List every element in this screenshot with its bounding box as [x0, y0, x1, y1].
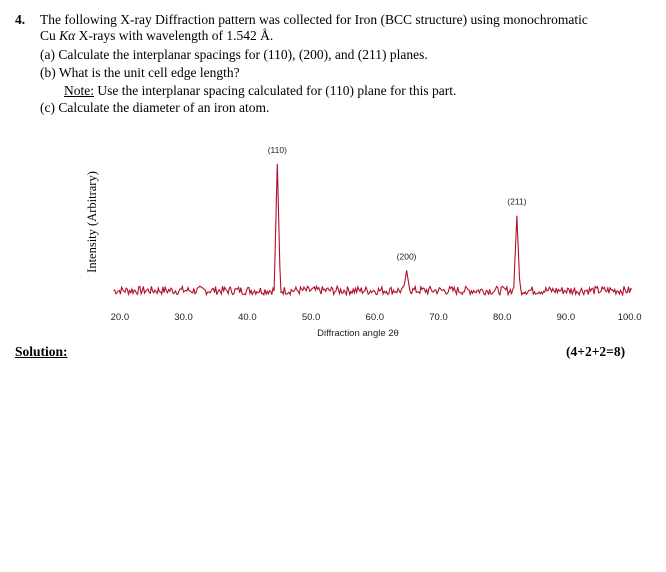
x-tick-labels: 20.0 30.0 40.0 50.0 60.0 70.0 80.0 90.0 100.0: [111, 312, 642, 323]
peak-label: (200): [397, 251, 417, 261]
peak-label: (211): [507, 197, 526, 207]
x-axis-label: Diffraction angle 2θ: [317, 328, 399, 339]
x-tick-label: 40.0: [238, 312, 257, 323]
peak-labels: (110) (200) (211): [268, 145, 527, 261]
k-alpha: Kα: [59, 28, 76, 43]
x-tick-label: 30.0: [174, 312, 193, 323]
x-tick-label: 80.0: [493, 312, 512, 323]
note-text: Use the interplanar spacing calculated f…: [94, 83, 457, 98]
part-b: (b) What is the unit cell edge length?: [40, 65, 240, 80]
xrd-chart: Intensity (Arbitrary) 20.0 30.0 40.0 50.0 60…: [85, 145, 642, 339]
x-tick-label: 20.0: [111, 312, 130, 323]
question-line-1: The following X-ray Diffraction pattern …: [40, 12, 588, 27]
part-c: (c) Calculate the diameter of an iron at…: [40, 100, 270, 115]
diffraction-series-line: [113, 163, 633, 297]
x-tick-label: 50.0: [302, 312, 321, 323]
part-a: (a) Calculate the interplanar spacings f…: [40, 47, 428, 62]
question-line-2: Cu Kα X-rays with wavelength of 1.542 Å.: [40, 27, 273, 44]
note-label: Note:: [64, 83, 94, 98]
solution-label: Solution:: [15, 344, 68, 359]
marks: (4+2+2=8): [566, 344, 626, 359]
note: Note: Use the interplanar spacing calcul…: [64, 82, 456, 99]
x-tick-label: 60.0: [366, 312, 385, 323]
x-tick-label: 70.0: [429, 312, 448, 323]
question-line-2-pre: Cu: [40, 28, 60, 43]
question-line-2-post: X-rays with wavelength of 1.542 Å.: [75, 28, 274, 43]
x-tick-label: 90.0: [557, 312, 576, 323]
peak-label: (110): [268, 145, 287, 155]
x-tick-label: 100.0: [618, 312, 642, 323]
y-axis-label: Intensity (Arbitrary): [85, 171, 99, 273]
question-number: 4.: [15, 12, 26, 27]
